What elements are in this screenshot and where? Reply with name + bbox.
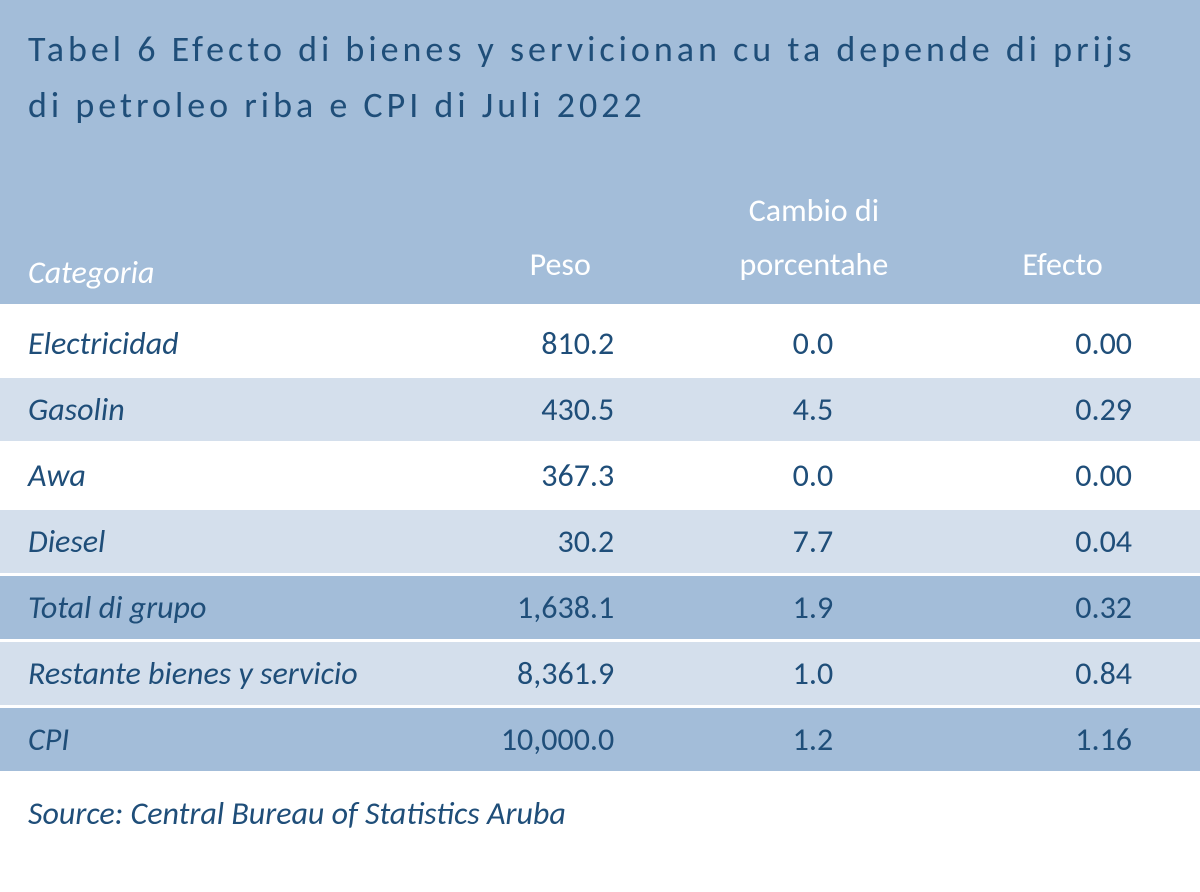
header-cambio-line1: Cambio di [749, 191, 879, 230]
table-body: Electricidad810.20.00.00Gasolin430.54.50… [0, 309, 1200, 771]
cell-cambio: 0.0 [674, 324, 953, 363]
table-row: Diesel30.27.70.04 [0, 507, 1200, 573]
table-row: Gasolin430.54.50.29 [0, 375, 1200, 441]
cell-cambio: 4.5 [674, 390, 953, 429]
header-cambio-line2: porcentahe [740, 245, 889, 284]
cell-category: CPI [28, 720, 445, 759]
cell-peso: 367.3 [445, 456, 674, 495]
header-efecto: Efecto [953, 238, 1172, 292]
cell-efecto: 0.29 [953, 390, 1172, 429]
cell-efecto: 1.16 [953, 720, 1172, 759]
cell-peso: 30.2 [445, 522, 674, 561]
cell-category: Total di grupo [28, 588, 445, 627]
header-category: Categoria [28, 197, 446, 292]
cell-peso: 430.5 [445, 390, 674, 429]
cpi-table: Tabel 6 Efecto di bienes y servicionan c… [0, 0, 1200, 851]
cell-category: Diesel [28, 522, 445, 561]
table-row: Awa367.30.00.00 [0, 441, 1200, 507]
table-row: Restante bienes y servicio8,361.91.00.84 [0, 639, 1200, 705]
table-title: Tabel 6 Efecto di bienes y servicionan c… [0, 0, 1200, 156]
table-source: Source: Central Bureau of Statistics Aru… [0, 776, 1200, 851]
cell-peso: 1,638.1 [445, 588, 674, 627]
cell-category: Gasolin [28, 390, 445, 429]
cell-category: Awa [28, 456, 445, 495]
cell-peso: 10,000.0 [445, 720, 674, 759]
cell-efecto: 0.84 [953, 654, 1172, 693]
cell-efecto: 0.00 [953, 324, 1172, 363]
cell-category: Restante bienes y servicio [28, 654, 445, 693]
cell-efecto: 0.04 [953, 522, 1172, 561]
cell-peso: 8,361.9 [445, 654, 674, 693]
cell-efecto: 0.32 [953, 588, 1172, 627]
table-row: CPI10,000.01.21.16 [0, 705, 1200, 771]
cell-category: Electricidad [28, 324, 445, 363]
cell-cambio: 1.0 [674, 654, 953, 693]
table-row: Electricidad810.20.00.00 [0, 309, 1200, 375]
cell-peso: 810.2 [445, 324, 674, 363]
cell-cambio: 1.9 [674, 588, 953, 627]
table-header-row: Categoria Peso Cambio di porcentahe Efec… [0, 156, 1200, 310]
header-peso: Peso [446, 238, 675, 292]
table-row: Total di grupo1,638.11.90.32 [0, 573, 1200, 639]
cell-cambio: 0.0 [674, 456, 953, 495]
cell-efecto: 0.00 [953, 456, 1172, 495]
header-cambio: Cambio di porcentahe [675, 184, 954, 293]
cell-cambio: 7.7 [674, 522, 953, 561]
cell-cambio: 1.2 [674, 720, 953, 759]
